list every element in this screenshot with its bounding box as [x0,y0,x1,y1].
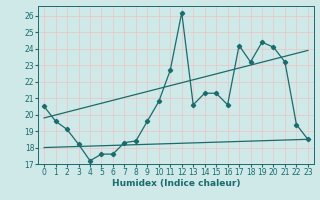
X-axis label: Humidex (Indice chaleur): Humidex (Indice chaleur) [112,179,240,188]
